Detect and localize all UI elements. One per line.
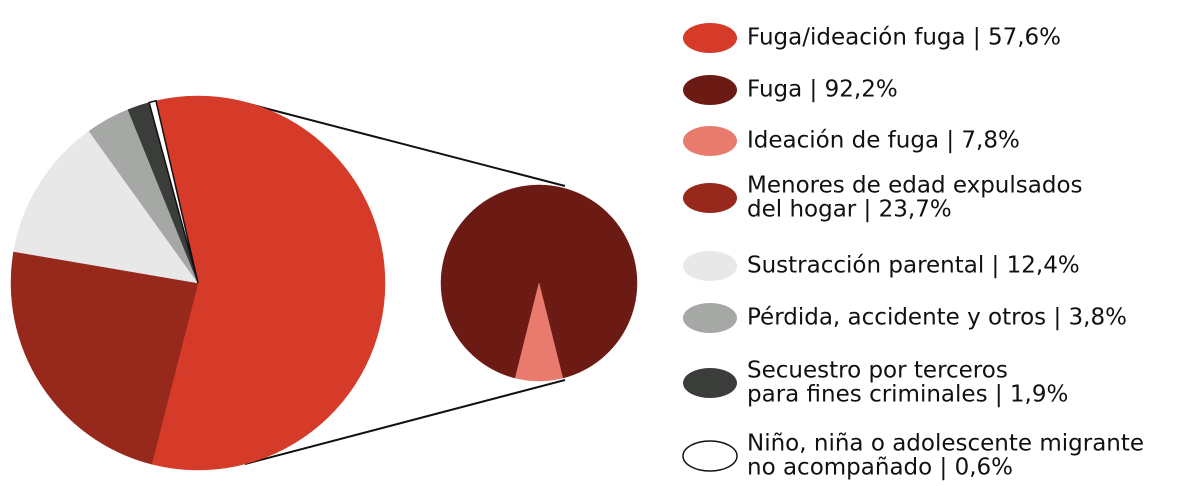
legend-label: Niño, niña o adolescente migrante [747, 431, 1144, 457]
connector [244, 102, 566, 187]
legend-label: Menores de edad expulsados [747, 173, 1083, 199]
legend-swatch [683, 251, 737, 281]
legend-label: Fuga/ideación fuga | 57,6% [747, 25, 1061, 51]
legend-label: no acompañado | 0,6% [747, 455, 1013, 481]
slice [514, 282, 564, 382]
legend-label: Pérdida, accidente y otros | 3,8% [747, 305, 1127, 331]
slice [151, 95, 386, 471]
slice [148, 99, 199, 284]
legend-label: Sustracción parental | 12,4% [747, 253, 1080, 279]
connector [244, 379, 566, 465]
slice [13, 130, 199, 284]
legend-swatch [683, 303, 737, 333]
legend-swatch [682, 440, 738, 472]
legend-label: Ideación de fuga | 7,8% [747, 128, 1020, 154]
legend-label: Secuestro por terceros [747, 358, 1008, 384]
legend-label: para fines criminales | 1,9% [747, 382, 1068, 408]
slice [440, 184, 638, 379]
legend-swatch [683, 126, 737, 156]
slice [10, 251, 199, 465]
legend-label: Fuga | 92,2% [747, 77, 898, 103]
legend-swatch [683, 75, 737, 105]
legend-label: del hogar | 23,7% [747, 197, 952, 223]
legend-swatch [683, 183, 737, 213]
legend-swatch [683, 368, 737, 398]
legend-swatch [683, 23, 737, 53]
